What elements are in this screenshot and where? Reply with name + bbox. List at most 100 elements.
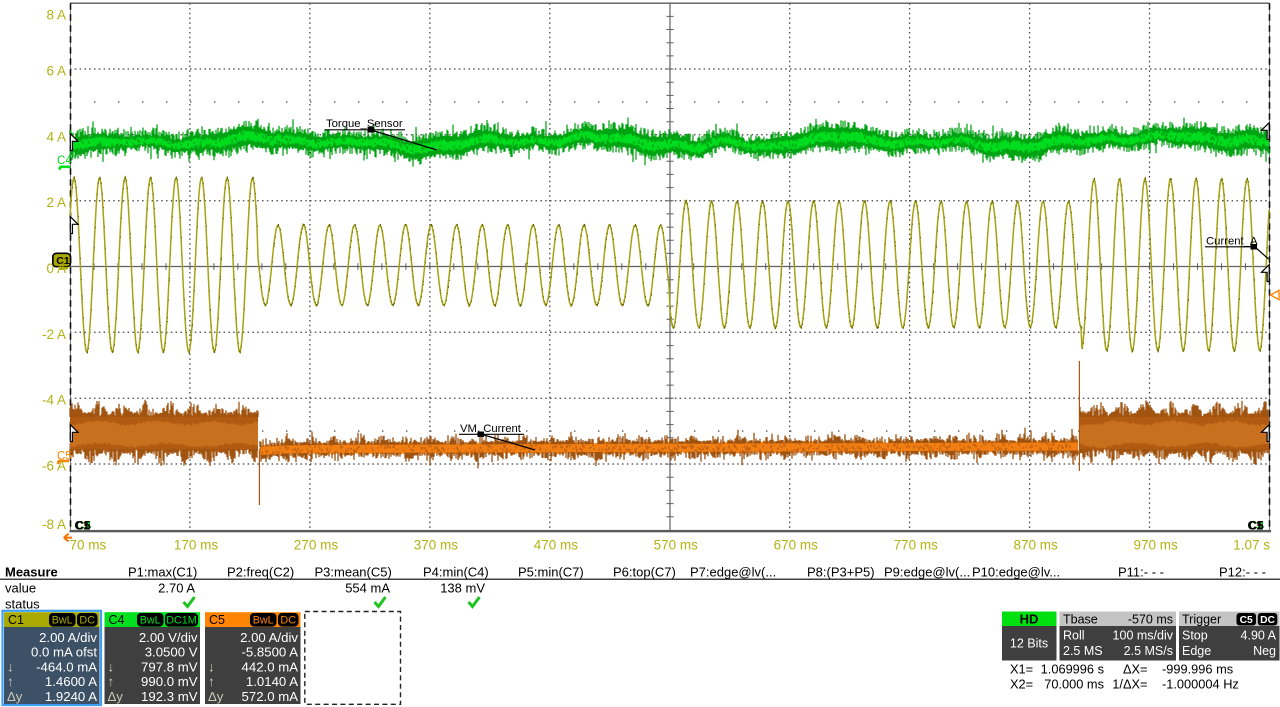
- svg-text:192.3 mV: 192.3 mV: [141, 689, 198, 704]
- svg-text:P1:max(C1): P1:max(C1): [128, 565, 197, 580]
- svg-text:P11:- - -: P11:- - -: [1118, 565, 1164, 580]
- svg-text:2.00 A/div: 2.00 A/div: [39, 630, 97, 645]
- svg-text:12 Bits: 12 Bits: [1010, 637, 1048, 651]
- svg-text:Stop: Stop: [1182, 629, 1208, 643]
- svg-text:C1: C1: [75, 518, 91, 532]
- svg-text:470 ms: 470 ms: [534, 538, 579, 553]
- svg-text:370 ms: 370 ms: [414, 538, 459, 553]
- svg-text:↑: ↑: [108, 674, 115, 689]
- svg-text:status: status: [5, 597, 40, 612]
- svg-text:572.0 mA: 572.0 mA: [242, 689, 299, 704]
- svg-text:138 mV: 138 mV: [440, 581, 485, 596]
- svg-text:6 A: 6 A: [46, 64, 66, 79]
- svg-text:-2 A: -2 A: [42, 327, 66, 342]
- svg-text:DC1M: DC1M: [166, 615, 197, 627]
- svg-text:3.0500 V: 3.0500 V: [145, 644, 198, 659]
- svg-text:270 ms: 270 ms: [294, 538, 339, 553]
- svg-text:C5: C5: [75, 518, 91, 532]
- svg-text:2.70 A: 2.70 A: [158, 581, 195, 596]
- svg-text:1.9240 A: 1.9240 A: [45, 689, 97, 704]
- svg-text:P10:edge@lv...: P10:edge@lv...: [972, 565, 1060, 580]
- svg-text:C1: C1: [1248, 518, 1264, 532]
- svg-text:2 A: 2 A: [46, 195, 66, 210]
- svg-text:70 ms: 70 ms: [70, 538, 107, 553]
- svg-text:-6 A: -6 A: [42, 459, 66, 474]
- svg-text:P12:- - -: P12:- - -: [1219, 565, 1266, 580]
- svg-text:670 ms: 670 ms: [774, 538, 819, 553]
- svg-text:C5: C5: [75, 518, 91, 532]
- svg-text:Measure: Measure: [5, 565, 58, 580]
- svg-text:797.8 mV: 797.8 mV: [141, 659, 198, 674]
- svg-text:C1: C1: [56, 255, 70, 267]
- svg-text:1.07 s: 1.07 s: [1233, 538, 1270, 553]
- svg-text:P7:edge@lv(...: P7:edge@lv(...: [690, 565, 776, 580]
- svg-text:2.00 A/div: 2.00 A/div: [240, 630, 298, 645]
- svg-text:P8:(P3+P5): P8:(P3+P5): [807, 565, 875, 580]
- svg-text:442.0 mA: 442.0 mA: [242, 659, 299, 674]
- svg-text:P6:top(C7): P6:top(C7): [613, 565, 676, 580]
- svg-text:↑: ↑: [7, 674, 14, 689]
- svg-text:170 ms: 170 ms: [174, 538, 219, 553]
- svg-text:P4:min(C4): P4:min(C4): [423, 565, 489, 580]
- svg-text:2.5 MS: 2.5 MS: [1063, 644, 1103, 658]
- svg-text:Δy: Δy: [7, 689, 23, 704]
- svg-text:C1: C1: [8, 613, 24, 627]
- svg-text:↓: ↓: [7, 659, 14, 674]
- svg-text:C5: C5: [1248, 518, 1264, 532]
- svg-text:570 ms: 570 ms: [654, 538, 699, 553]
- svg-text:↓: ↓: [208, 659, 215, 674]
- svg-text:Neg: Neg: [1253, 644, 1276, 658]
- svg-text:BwL: BwL: [140, 615, 161, 627]
- svg-text:Roll: Roll: [1063, 629, 1085, 643]
- svg-text:Current_A: Current_A: [1206, 236, 1258, 248]
- svg-text:1/ΔX=: 1/ΔX=: [1112, 677, 1147, 692]
- svg-text:-4 A: -4 A: [42, 393, 66, 408]
- svg-text:P5:min(C7): P5:min(C7): [518, 565, 584, 580]
- svg-text:-570 ms: -570 ms: [1128, 613, 1173, 627]
- svg-text:C5: C5: [1248, 518, 1264, 532]
- svg-text:70.000 ms: 70.000 ms: [1044, 677, 1104, 692]
- svg-text:C4: C4: [57, 155, 72, 167]
- svg-text:1.069996 s: 1.069996 s: [1041, 662, 1104, 677]
- svg-text:X2=: X2=: [1010, 677, 1033, 692]
- svg-text:HD: HD: [1020, 612, 1039, 627]
- svg-text:C4: C4: [1249, 518, 1265, 532]
- svg-text:P3:mean(C5): P3:mean(C5): [315, 565, 392, 580]
- svg-text:4.90 A: 4.90 A: [1241, 629, 1277, 643]
- svg-text:DC: DC: [79, 615, 95, 627]
- svg-text:BwL: BwL: [253, 615, 274, 627]
- svg-text:C4: C4: [76, 518, 92, 532]
- svg-text:1.4600 A: 1.4600 A: [45, 674, 97, 689]
- svg-text:Tbase: Tbase: [1063, 613, 1098, 627]
- svg-text:value: value: [5, 581, 36, 596]
- svg-text:Trigger: Trigger: [1182, 613, 1221, 627]
- svg-text:Edge: Edge: [1182, 644, 1211, 658]
- svg-text:-999.996 ms: -999.996 ms: [1162, 662, 1233, 677]
- svg-text:C5: C5: [1240, 615, 1253, 626]
- svg-text:P2:freq(C2): P2:freq(C2): [227, 565, 294, 580]
- svg-text:8 A: 8 A: [46, 7, 66, 22]
- svg-text:↑: ↑: [208, 674, 215, 689]
- svg-text:X1=: X1=: [1010, 662, 1033, 677]
- svg-text:VM_Current: VM_Current: [460, 423, 522, 435]
- svg-text:Δy: Δy: [208, 689, 224, 704]
- svg-text:DC: DC: [280, 615, 296, 627]
- svg-text:100 ms/div: 100 ms/div: [1113, 629, 1174, 643]
- svg-text:2.00 V/div: 2.00 V/div: [139, 630, 198, 645]
- svg-text:C5: C5: [209, 613, 225, 627]
- svg-text:BwL: BwL: [52, 615, 73, 627]
- svg-text:Δy: Δy: [108, 689, 124, 704]
- svg-text:970 ms: 970 ms: [1133, 538, 1178, 553]
- svg-text:Torque_Sensor: Torque_Sensor: [326, 118, 403, 130]
- svg-text:-5.8500 A: -5.8500 A: [242, 644, 299, 659]
- svg-text:-1.000004 Hz: -1.000004 Hz: [1162, 677, 1239, 692]
- svg-text:2.5 MS/s: 2.5 MS/s: [1124, 644, 1173, 658]
- svg-text:↓: ↓: [108, 659, 115, 674]
- svg-text:P9:edge@lv(...: P9:edge@lv(...: [884, 565, 970, 580]
- svg-text:770 ms: 770 ms: [894, 538, 939, 553]
- svg-text:4 A: 4 A: [46, 129, 66, 144]
- svg-text:990.0 mV: 990.0 mV: [141, 674, 198, 689]
- svg-text:C5: C5: [57, 451, 72, 463]
- svg-text:ΔX=: ΔX=: [1123, 662, 1148, 677]
- svg-text:1.0140 A: 1.0140 A: [246, 674, 298, 689]
